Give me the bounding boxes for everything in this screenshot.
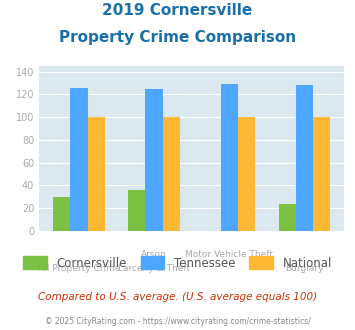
Bar (88, 117, 105, 231)
Text: All Property Crime: All Property Crime (38, 264, 120, 273)
Text: Compared to U.S. average. (U.S. average equals 100): Compared to U.S. average. (U.S. average … (38, 292, 317, 302)
Bar (238, 117, 255, 231)
Text: © 2025 CityRating.com - https://www.cityrating.com/crime-statistics/: © 2025 CityRating.com - https://www.city… (45, 317, 310, 326)
Bar (53, 197, 70, 231)
Text: Larceny & Theft: Larceny & Theft (118, 264, 190, 273)
Bar (296, 85, 313, 231)
Text: Motor Vehicle Theft: Motor Vehicle Theft (185, 250, 273, 259)
Text: Arson: Arson (141, 250, 167, 259)
Bar (146, 89, 163, 231)
Bar (70, 88, 88, 231)
Text: Burglary: Burglary (285, 264, 324, 273)
Bar (128, 190, 146, 231)
Bar (221, 84, 238, 231)
Text: 2019 Cornersville: 2019 Cornersville (102, 3, 253, 18)
Bar (163, 117, 180, 231)
Text: Property Crime Comparison: Property Crime Comparison (59, 30, 296, 45)
Bar (313, 117, 331, 231)
Legend: Cornersville, Tennessee, National: Cornersville, Tennessee, National (18, 252, 337, 274)
Bar (279, 204, 296, 231)
